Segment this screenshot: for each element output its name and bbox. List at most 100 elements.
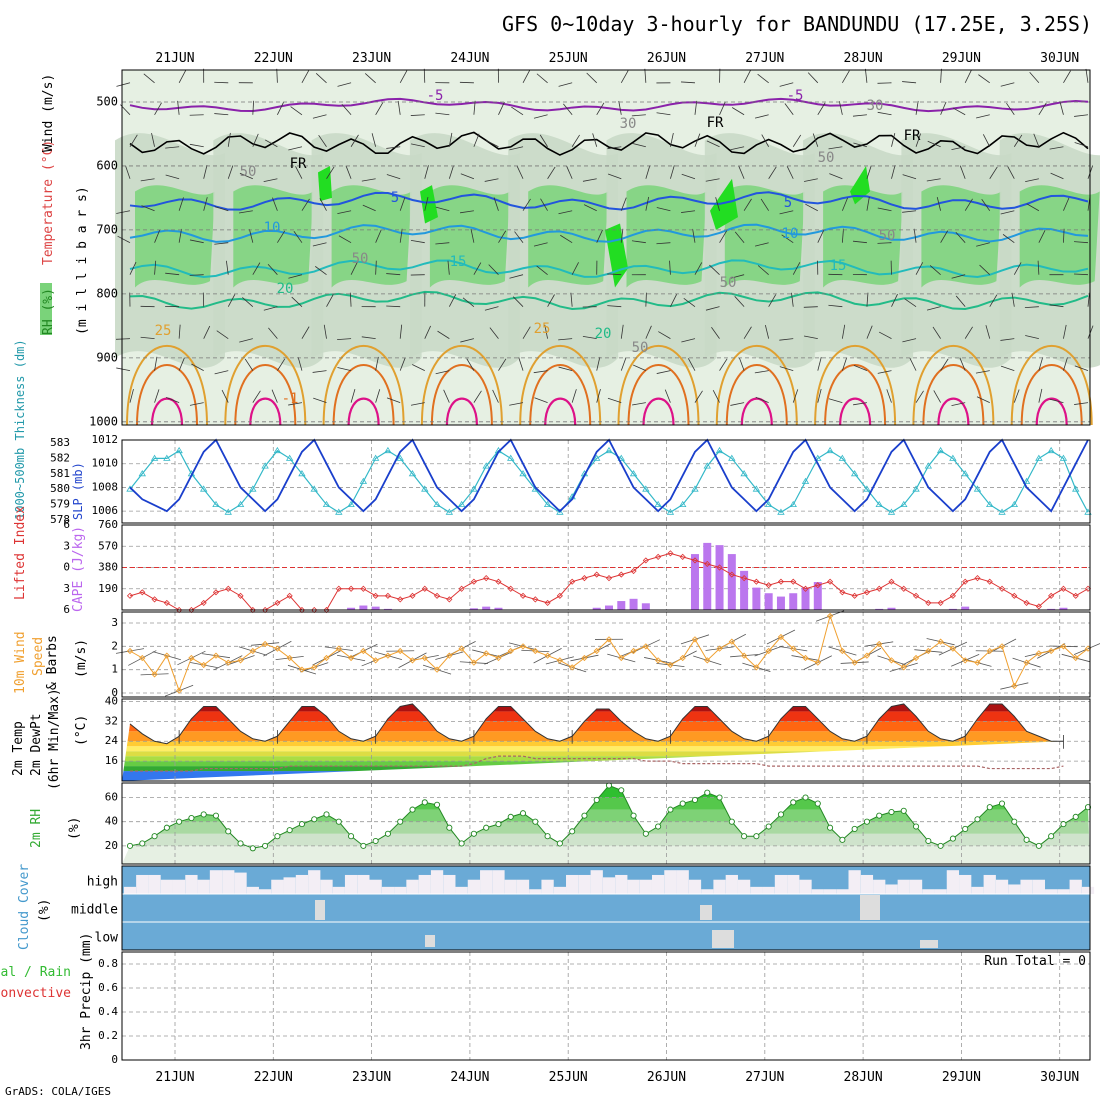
wind-barb <box>129 134 138 147</box>
wind-barb <box>1085 68 1089 83</box>
tick-label: 3 <box>111 616 118 629</box>
tick-label: 580 <box>50 482 70 495</box>
lifted-index-marker <box>286 592 293 599</box>
cloud-bar-high <box>602 877 616 894</box>
wind-barb <box>607 305 622 308</box>
tick-label: middle <box>71 903 118 918</box>
wind-speed-marker <box>274 645 281 652</box>
rh2m-marker <box>593 796 600 803</box>
isotherm-35 <box>150 397 184 426</box>
wind-barb <box>214 370 229 375</box>
date-label-top: 22JUN <box>254 51 293 66</box>
wind-speed-marker <box>888 657 895 664</box>
temp2m-label-a: 2m Temp <box>11 721 26 776</box>
rh2m-marker <box>827 824 834 831</box>
wind-barb <box>516 165 524 179</box>
wind-barb <box>264 139 278 148</box>
cloud-bar-high <box>295 874 309 894</box>
wind-barb <box>902 174 917 180</box>
precip-label-a: Total / Rain <box>0 965 71 980</box>
rh2m-marker <box>286 827 293 834</box>
tick-label: 32 <box>105 714 118 727</box>
wind-barb <box>853 402 867 406</box>
rh2m-marker <box>139 840 146 847</box>
wind-barb <box>1037 260 1040 275</box>
wind-speed-marker <box>237 657 244 664</box>
cloud-bar-high <box>136 874 149 894</box>
wind-barb <box>154 389 160 403</box>
rh2m-marker <box>163 824 170 831</box>
tick-label: 0 <box>111 686 118 699</box>
wind-speed-marker <box>876 640 883 648</box>
wind-barb <box>189 239 204 244</box>
thickness-marker <box>384 446 392 454</box>
wind-barb <box>927 140 941 148</box>
cloud-bar-high <box>787 874 800 894</box>
date-label-top: 30JUN <box>1040 51 1079 66</box>
cape-bar <box>605 605 613 610</box>
rh2m-marker <box>986 804 993 811</box>
cloud-bar-high <box>553 886 567 894</box>
wind-barb <box>560 234 573 244</box>
rh2m-marker <box>998 800 1006 807</box>
wind-barb <box>620 324 624 339</box>
thickness-marker <box>691 485 699 492</box>
rh2m-marker <box>876 812 883 819</box>
lifted-index-marker <box>863 589 870 596</box>
wind-speed-marker <box>900 664 907 671</box>
tick-label: 6 <box>63 603 70 616</box>
tick-label: 0.2 <box>98 1029 118 1042</box>
cloud-bar-high <box>922 889 935 894</box>
thickness-marker <box>617 454 625 461</box>
date-label-top: 25JUN <box>549 51 588 66</box>
wind-barb <box>926 306 941 311</box>
cape-bar <box>494 607 503 610</box>
wind10m-frame <box>121 611 1091 698</box>
lifted-index-marker <box>433 592 441 599</box>
thickness-marker <box>961 470 969 477</box>
wind-barb <box>154 356 158 371</box>
wind-barb <box>125 165 131 179</box>
lifted-index-marker <box>839 589 846 596</box>
wind-barb <box>705 178 720 182</box>
wind-speed-marker <box>298 666 306 673</box>
wind-barb <box>252 100 255 115</box>
thickness-marker <box>801 477 810 484</box>
wind-barb <box>913 228 917 243</box>
rh-moist-band <box>921 185 1002 288</box>
wind-barb <box>817 356 822 371</box>
wind-barb <box>792 262 801 275</box>
wind-barb <box>337 210 352 215</box>
wind-barb <box>891 133 896 147</box>
cloud-bar-high <box>467 879 481 894</box>
thickness-marker <box>408 470 417 477</box>
wind-barb <box>596 102 605 115</box>
wind-barb <box>1049 146 1064 150</box>
cloud-patch <box>920 940 938 948</box>
wind-barb <box>319 198 327 211</box>
rh2m-marker <box>900 807 907 814</box>
isotherm-35 <box>839 397 872 426</box>
wind-barb <box>239 338 253 343</box>
contour-label: 10 <box>264 220 281 236</box>
contour-label: 20 <box>595 326 612 342</box>
wind-barb <box>760 198 770 211</box>
wind-barb <box>488 264 499 275</box>
isotherm-30 <box>824 364 887 426</box>
tick-label: high <box>87 875 118 890</box>
wind-barb <box>448 294 457 307</box>
wind-barb <box>252 133 259 147</box>
wind-barb <box>1050 172 1064 180</box>
freezing-level-line <box>129 131 1089 156</box>
lifted-index-marker <box>163 599 170 606</box>
cloud-bar-high <box>430 870 444 894</box>
cloud-bar-high <box>836 889 849 894</box>
wind-barb <box>271 389 278 403</box>
wind-barb <box>694 262 703 275</box>
wind-barb <box>656 242 671 245</box>
wind-barb <box>277 102 284 115</box>
rh-band <box>122 845 1090 864</box>
thickness-marker <box>850 470 859 477</box>
thickness-marker <box>838 454 847 461</box>
